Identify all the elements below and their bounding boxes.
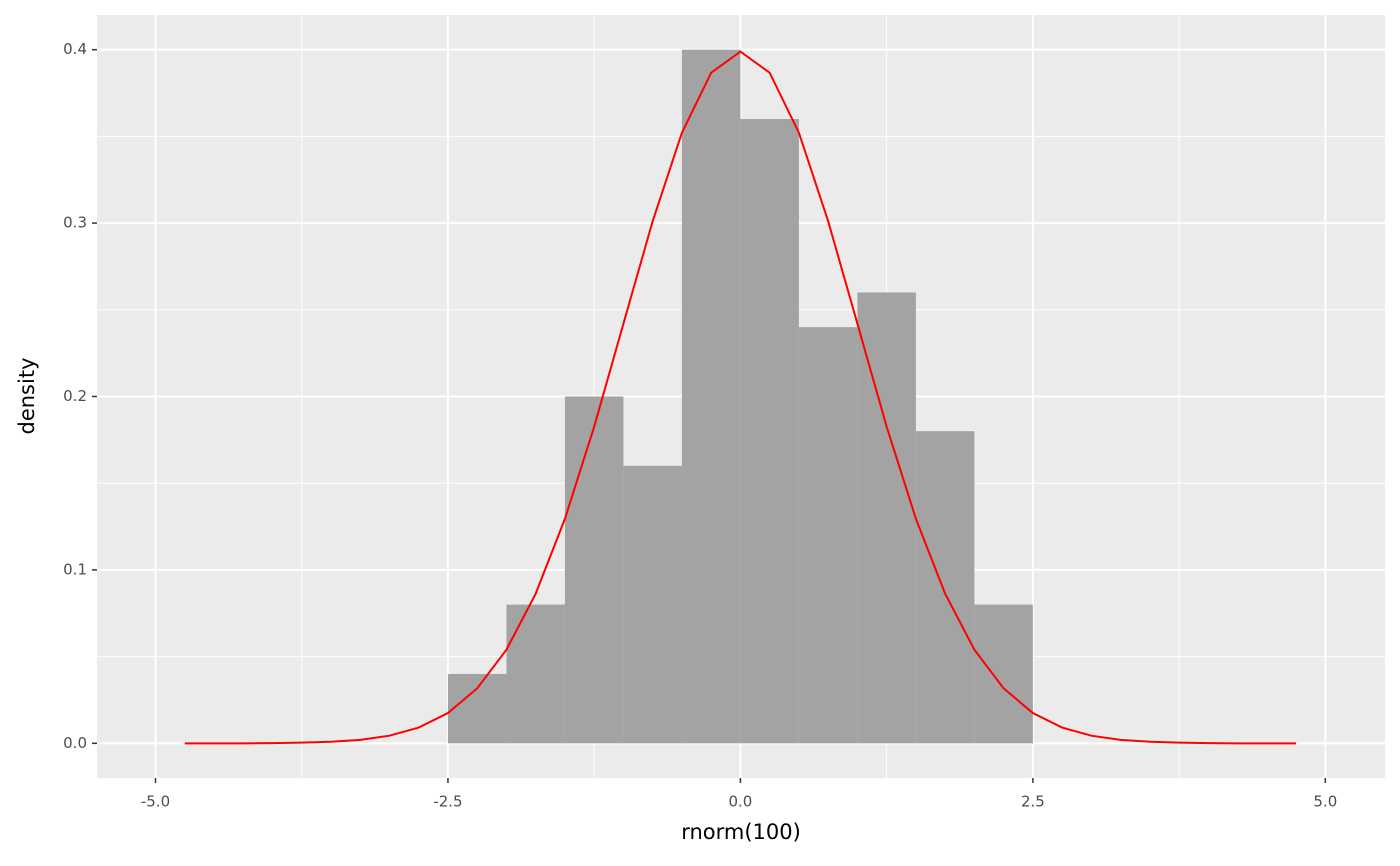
y-tick-label: 0.1 xyxy=(63,560,87,578)
histogram-bar xyxy=(915,431,975,744)
histogram-bar xyxy=(447,673,507,744)
histogram-bar xyxy=(681,49,741,744)
y-tick-label: 0.3 xyxy=(63,214,87,232)
histogram-bar xyxy=(857,292,916,744)
axes: -5.0 -2.5 0.0 2.5 5.0 0.0 0.1 0.2 0.3 0.4 xyxy=(63,40,1337,810)
y-tick-label: 0.4 xyxy=(63,40,87,58)
x-axis-title: rnorm(100) xyxy=(681,820,801,844)
histogram-bar xyxy=(623,465,682,744)
histogram-bar xyxy=(506,604,565,744)
histogram-bar xyxy=(798,327,858,744)
y-tick-label: 0.2 xyxy=(63,387,87,405)
marks xyxy=(184,49,1297,745)
x-tick-label: 2.5 xyxy=(1021,793,1045,811)
x-tick-label: -5.0 xyxy=(141,793,170,811)
histogram-bar xyxy=(974,604,1033,744)
x-tick-label: 0.0 xyxy=(728,793,752,811)
histogram-bar xyxy=(564,396,624,744)
density-curve xyxy=(184,50,1297,745)
histogram-bar xyxy=(740,119,799,744)
x-tick-label: -2.5 xyxy=(433,793,462,811)
y-axis-title: density xyxy=(15,358,39,435)
x-tick-label: 5.0 xyxy=(1313,793,1337,811)
y-tick-label: 0.0 xyxy=(63,734,87,752)
